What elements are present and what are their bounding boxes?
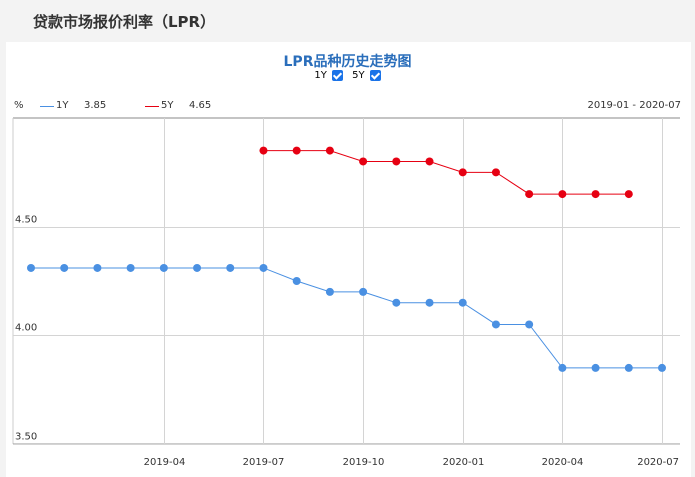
series-1Y-point: [193, 263, 202, 272]
chart-panel: [6, 42, 691, 477]
series-5Y-point: [624, 190, 633, 199]
series-5Y-point: [591, 190, 600, 199]
series-5Y-point: [458, 168, 467, 177]
x-tick-label: 2020-07: [637, 457, 679, 468]
toggle-1y-label: 1Y: [314, 70, 327, 81]
series-1Y-point: [60, 263, 69, 272]
series-1Y-point: [325, 287, 334, 296]
x-tick-label: 2019-04: [144, 457, 186, 468]
series-1Y-point: [491, 320, 500, 329]
series-5Y-point: [325, 146, 334, 155]
series-1Y-point: [525, 320, 534, 329]
y-tick-label: 4.00: [15, 323, 37, 334]
series-5Y-point: [558, 190, 567, 199]
series-5Y-point: [425, 157, 434, 166]
series-1Y-point: [658, 363, 666, 372]
series-1Y-point: [259, 263, 268, 272]
series-5Y-point: [292, 146, 301, 155]
page-title: 贷款市场报价利率（LPR）: [33, 13, 216, 31]
legend-5y-line-icon: [145, 106, 159, 107]
series-1Y-point: [93, 263, 102, 272]
toggle-5y-label: 5Y: [352, 70, 365, 81]
legend-5y-name: 5Y: [161, 100, 174, 111]
legend-5y-value: 4.65: [189, 100, 212, 111]
series-1Y-line: [31, 267, 662, 369]
series-1Y-point: [27, 263, 35, 272]
x-tick-label: 2019-07: [243, 457, 285, 468]
series-1Y-point: [458, 298, 467, 307]
series-toggles: 1Y 5Y: [0, 70, 695, 81]
legend-1y-line-icon: [40, 106, 54, 107]
series-5Y-point: [392, 157, 401, 166]
toggle-5y[interactable]: 5Y: [352, 70, 381, 81]
unit-label: %: [14, 100, 24, 111]
series-1Y-point: [292, 277, 301, 285]
y-tick-label: 4.50: [15, 215, 37, 226]
legend: % 1Y 3.85 5Y 4.65 2019-01 - 2020-07: [0, 100, 695, 114]
toggle-1y[interactable]: 1Y: [314, 70, 343, 81]
series-1Y-point: [359, 287, 368, 296]
legend-1y-name: 1Y: [56, 100, 69, 111]
series-5Y-point: [259, 146, 268, 155]
series-1Y-point: [226, 263, 235, 272]
series-1Y-point: [591, 363, 600, 372]
series-5Y-point: [525, 190, 534, 199]
date-range: 2019-01 - 2020-07: [587, 100, 681, 111]
y-tick-label: 3.50: [15, 432, 37, 443]
chart-title: LPR品种历史走势图: [283, 54, 412, 70]
series-1Y-point: [624, 363, 633, 372]
toggle-1y-checkbox[interactable]: [331, 70, 343, 81]
toggle-5y-checkbox[interactable]: [369, 70, 381, 81]
series-5Y-point: [491, 168, 500, 177]
series-1Y-point: [392, 298, 401, 307]
x-tick-label: 2019-10: [343, 457, 385, 468]
series-5Y-point: [359, 157, 368, 166]
page-header: 贷款市场报价利率（LPR）: [0, 0, 695, 42]
series-5Y-line: [263, 150, 629, 195]
series-1Y-point: [558, 363, 567, 372]
x-tick-label: 2020-04: [542, 457, 584, 468]
x-tick-label: 2020-01: [443, 457, 485, 468]
legend-1y-value: 3.85: [84, 100, 107, 111]
series-1Y-point: [159, 263, 168, 272]
series-1Y-point: [425, 298, 434, 307]
series-1Y-point: [126, 263, 135, 272]
